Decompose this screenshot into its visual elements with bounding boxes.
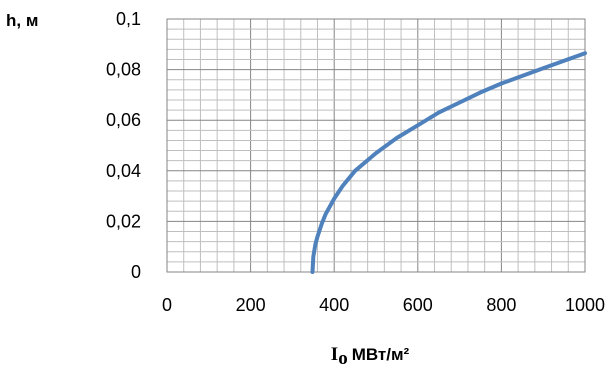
y-tick-label: 0,08 — [106, 60, 141, 80]
plot-frame — [166, 18, 586, 273]
x-tick-label: 1000 — [565, 295, 605, 315]
x-axis-label-symbol: I — [331, 344, 338, 365]
x-tick-label: 200 — [236, 295, 266, 315]
y-tick-label: 0,06 — [106, 110, 141, 130]
grid — [167, 19, 585, 272]
x-tick-label: 400 — [319, 295, 349, 315]
series-line — [310, 51, 587, 274]
x-tick-label: 800 — [486, 295, 516, 315]
y-axis-label: h, м — [6, 11, 38, 30]
x-tick-label: 0 — [162, 295, 172, 315]
series-layer — [310, 51, 587, 274]
tick-labels: 0 200 400 600 800 1000 0 0,02 0,04 0,06 0,08 0,1 — [106, 9, 605, 315]
x-axis-label-unit: МВт/м² — [352, 345, 410, 364]
x-axis-label-subscript: o — [338, 348, 348, 368]
x-axis-label: Io МВт/м² — [331, 344, 410, 368]
y-tick-label: 0,02 — [106, 211, 141, 231]
y-tick-label: 0,04 — [106, 161, 141, 181]
y-tick-label: 0 — [131, 262, 141, 282]
x-tick-label: 600 — [403, 295, 433, 315]
y-tick-label: 0,1 — [116, 9, 141, 29]
